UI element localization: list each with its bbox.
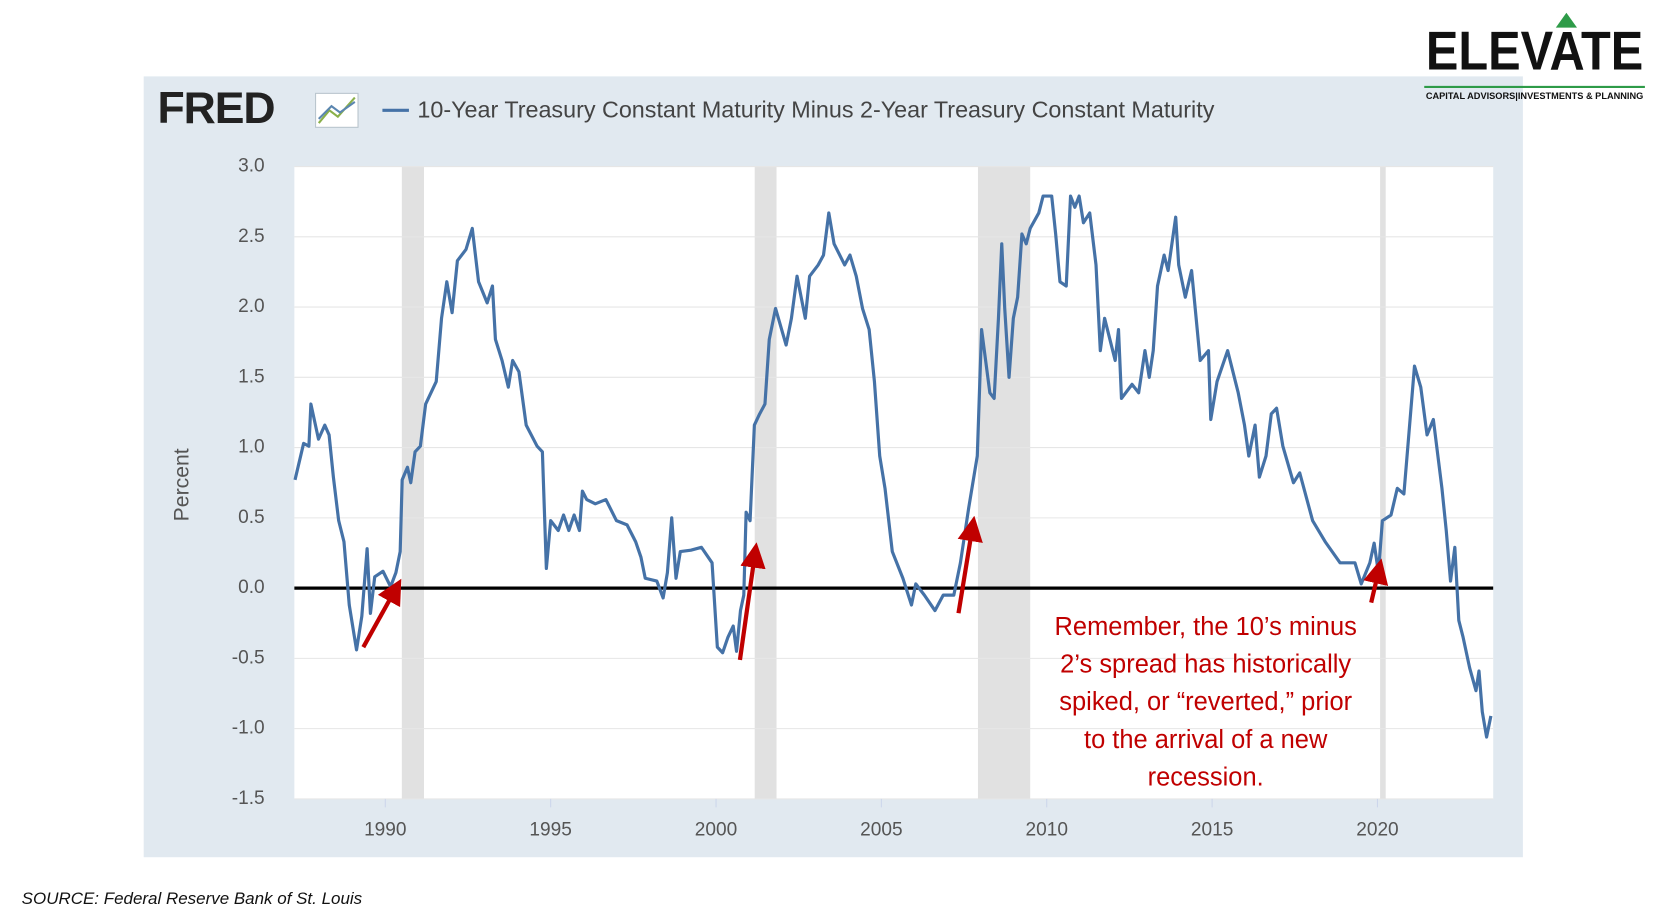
- logo-arrow: [1555, 12, 1578, 28]
- y-tick-label: 0.0: [238, 577, 265, 598]
- y-tick-label: 1.0: [238, 437, 265, 458]
- x-tick-label: 2000: [695, 820, 737, 841]
- y-tick-label: -1.5: [232, 788, 265, 809]
- annotation-line: 2’s spread has historically: [1060, 650, 1351, 678]
- arrow: [361, 578, 402, 649]
- arrow: [737, 542, 766, 661]
- x-tick-label: 2005: [860, 820, 902, 841]
- recession-band: [401, 166, 424, 799]
- annotation-line: recession.: [1148, 763, 1264, 791]
- brand-icon: [315, 92, 359, 128]
- y-tick-label: 2.0: [238, 296, 265, 317]
- x-tick-label: 2015: [1191, 820, 1233, 841]
- x-tick-label: 2010: [1026, 820, 1068, 841]
- logo: ELEVATE CAPITAL ADVISORS|INVESTMENTS & P…: [1424, 12, 1645, 102]
- recession-band: [754, 166, 777, 799]
- y-tick-label: 3.0: [238, 156, 265, 177]
- brand: FRED: [157, 84, 274, 133]
- data-line: [293, 194, 1493, 739]
- y-tick-label: -1.0: [232, 718, 265, 739]
- annotation-line: Remember, the 10’s minus: [1055, 613, 1357, 641]
- annotation-arrows: [361, 515, 1389, 661]
- y-axis-label: Percent: [171, 448, 194, 521]
- tick-layer: -1.5 -1.0 -0.5 0.0 0.5 1.0 1.5 2.0 2.5 3.0 1990 199…: [232, 156, 1399, 841]
- annotation-line: to the arrival of a new: [1084, 726, 1328, 754]
- y-tick-label: 0.5: [238, 507, 265, 528]
- annotation: Remember, the 10’s minus 2’s spread has h…: [1055, 613, 1357, 792]
- logo-tagline: CAPITAL ADVISORS|INVESTMENTS & PLANNING: [1426, 91, 1643, 102]
- logo-name: ELEVATE: [1426, 20, 1643, 82]
- source-note: SOURCE: Federal Reserve Bank of St. Loui…: [22, 889, 363, 908]
- data-layer: [293, 194, 1494, 739]
- x-tick-label: 2020: [1356, 820, 1398, 841]
- arrow: [956, 515, 983, 614]
- y-tick-label: 2.5: [238, 226, 265, 247]
- legend-label: 10-Year Treasury Constant Maturity Minus…: [417, 97, 1214, 123]
- brand-icon-line: [318, 100, 356, 120]
- y-tick-label: 1.5: [238, 366, 265, 387]
- x-tick-label: 1990: [364, 820, 406, 841]
- y-tick-label: -0.5: [232, 647, 265, 668]
- recession-band: [1380, 166, 1386, 799]
- annotation-line: spiked, or “reverted,” prior: [1059, 688, 1352, 716]
- x-tick-label: 1995: [529, 820, 571, 841]
- arrow: [1363, 558, 1389, 604]
